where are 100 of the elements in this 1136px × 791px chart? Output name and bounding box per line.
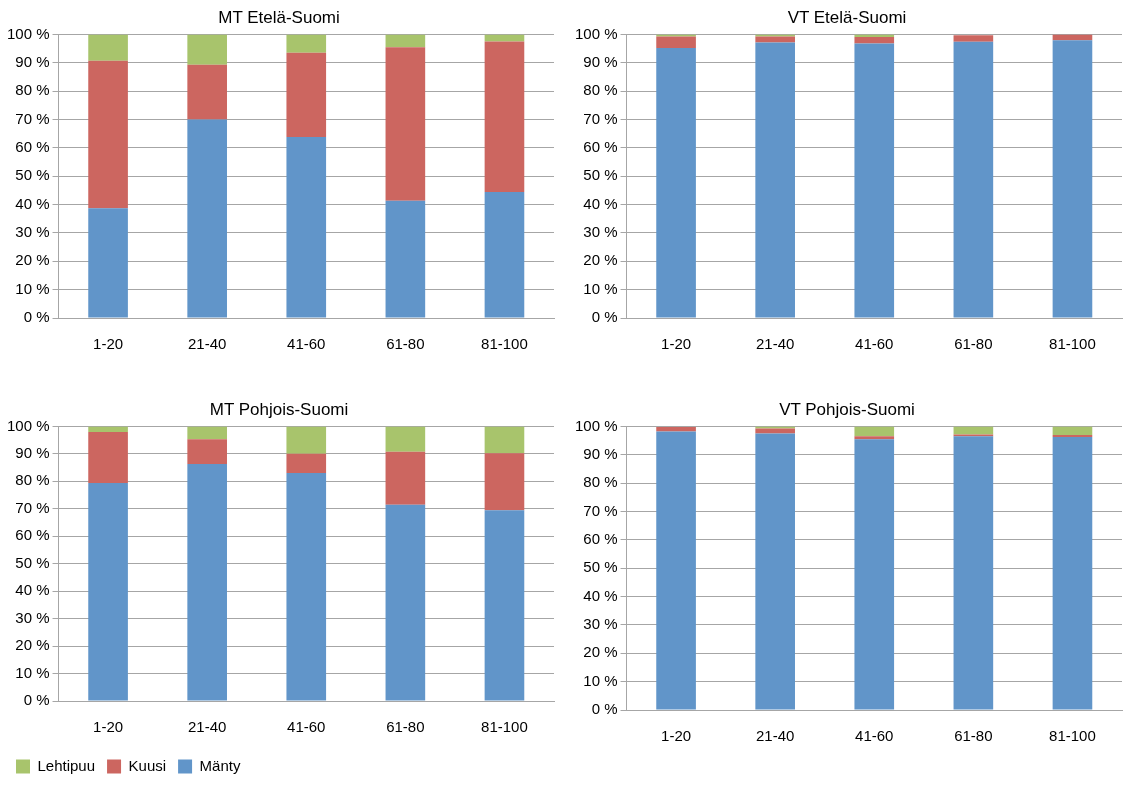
bar	[854, 426, 895, 437]
bar	[755, 428, 795, 434]
bar	[385, 504, 426, 701]
y-tick-label: 80 %	[583, 81, 618, 99]
y-tick-label: 0 %	[591, 700, 618, 718]
bar	[385, 34, 426, 48]
bar	[656, 426, 696, 432]
x-tick-label: 1-20	[93, 335, 124, 353]
chart-title: MT Pohjois-Suomi	[209, 399, 349, 419]
chart-title: MT Etelä-Suomi	[218, 7, 340, 27]
x-tick-label: 61-80	[386, 335, 425, 353]
y-tick-label: 60 %	[15, 526, 50, 544]
y-tick-label: 80 %	[583, 473, 618, 491]
bar	[187, 426, 227, 440]
y-tick-label: 50 %	[15, 553, 50, 571]
y-tick-label: 90 %	[15, 52, 50, 70]
bar	[88, 431, 128, 483]
x-tick-label: 41-60	[855, 727, 894, 745]
y-tick-label: 30 %	[15, 223, 50, 241]
bar	[88, 426, 128, 432]
y-tick-label: 0 %	[23, 308, 50, 326]
bar	[187, 119, 227, 318]
y-tick-label: 40 %	[583, 586, 618, 604]
bar	[953, 436, 994, 710]
y-tick-label: 90 %	[583, 52, 618, 70]
y-tick-label: 20 %	[583, 643, 618, 661]
bar	[187, 64, 227, 120]
y-tick-label: 100 %	[574, 416, 618, 434]
y-tick-label: 20 %	[15, 636, 50, 654]
chart-title: VT Pohjois-Suomi	[779, 399, 915, 419]
x-tick-label: 41-60	[287, 335, 326, 353]
legend-label: Kuusi	[128, 756, 167, 774]
y-tick-label: 50 %	[15, 166, 50, 184]
legend-label: Lehtipuu	[37, 756, 96, 774]
y-tick-label: 10 %	[583, 279, 618, 297]
y-tick-label: 40 %	[15, 581, 50, 599]
bar	[656, 48, 696, 318]
y-tick-label: 70 %	[15, 498, 50, 516]
y-tick-label: 40 %	[15, 194, 50, 212]
x-tick-label: 81-100	[1049, 335, 1096, 353]
x-tick-label: 81-100	[1049, 727, 1096, 745]
legend-label: Mänty	[199, 756, 241, 774]
y-tick-label: 50 %	[583, 166, 618, 184]
bar	[854, 43, 895, 318]
bar	[286, 52, 327, 138]
bar	[187, 439, 227, 465]
y-tick-label: 100 %	[6, 416, 50, 434]
x-tick-label: 1-20	[93, 718, 124, 736]
bar	[286, 453, 327, 474]
bar	[88, 34, 128, 61]
bar	[854, 439, 895, 710]
bar	[755, 42, 795, 318]
y-tick-label: 50 %	[583, 558, 618, 576]
x-tick-label: 21-40	[187, 335, 227, 353]
bar	[854, 36, 895, 44]
y-tick-label: 70 %	[15, 109, 50, 127]
y-tick-label: 10 %	[15, 279, 50, 297]
bar	[953, 426, 994, 435]
x-tick-label: 1-20	[661, 335, 692, 353]
bar	[88, 60, 128, 209]
y-tick-label: 30 %	[583, 615, 618, 633]
y-tick-label: 10 %	[583, 671, 618, 689]
bar	[484, 192, 525, 318]
bar	[286, 137, 327, 318]
x-tick-label: 21-40	[187, 718, 227, 736]
bar	[484, 453, 525, 511]
bar	[656, 36, 696, 49]
bar	[1052, 436, 1093, 710]
y-tick-label: 60 %	[15, 137, 50, 155]
bar	[385, 200, 426, 318]
y-tick-label: 60 %	[583, 529, 618, 547]
y-tick-label: 80 %	[15, 471, 50, 489]
bar	[385, 47, 426, 201]
bar	[385, 426, 426, 452]
y-tick-label: 60 %	[583, 137, 618, 155]
bar	[755, 433, 795, 710]
bar	[88, 482, 128, 701]
y-tick-label: 0 %	[23, 691, 50, 709]
bar	[286, 34, 327, 53]
x-tick-label: 61-80	[954, 335, 993, 353]
y-tick-label: 20 %	[15, 251, 50, 269]
x-tick-label: 21-40	[755, 335, 795, 353]
y-tick-label: 100 %	[6, 24, 50, 42]
y-tick-label: 0 %	[591, 308, 618, 326]
x-tick-label: 41-60	[287, 718, 326, 736]
bar	[953, 41, 994, 318]
y-tick-label: 90 %	[583, 444, 618, 462]
bar	[286, 426, 327, 454]
bar	[385, 451, 426, 505]
bar	[953, 35, 994, 42]
x-tick-label: 1-20	[661, 727, 692, 745]
bar	[88, 208, 128, 318]
y-tick-label: 80 %	[15, 81, 50, 99]
y-tick-label: 20 %	[583, 251, 618, 269]
chart-title: VT Etelä-Suomi	[787, 7, 907, 27]
x-tick-label: 61-80	[954, 727, 993, 745]
y-tick-label: 90 %	[15, 444, 50, 461]
x-tick-label: 81-100	[481, 335, 528, 353]
y-tick-label: 10 %	[15, 663, 50, 681]
x-tick-label: 61-80	[386, 718, 425, 736]
